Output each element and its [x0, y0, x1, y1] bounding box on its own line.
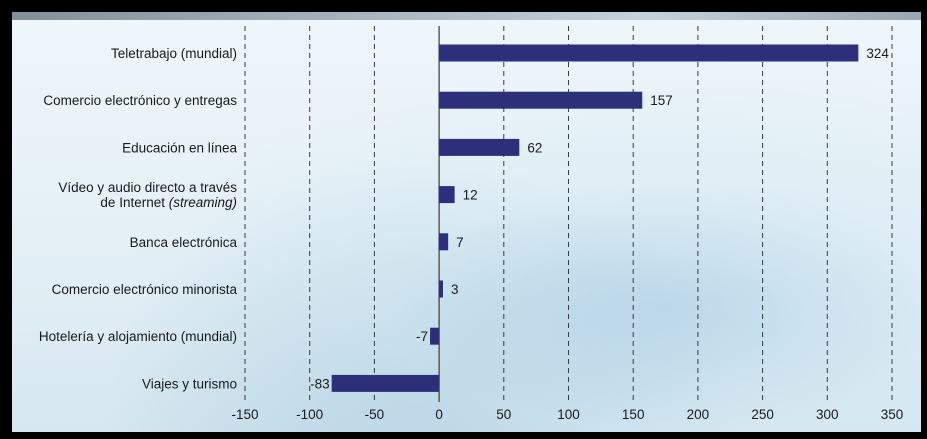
chart-panel: Teletrabajo (mundial) Comercio electrónic… — [10, 10, 923, 434]
value-label: 7 — [456, 235, 464, 250]
grid-lines — [244, 26, 893, 402]
x-tick-label: 200 — [687, 407, 710, 422]
value-label: 3 — [451, 282, 459, 297]
value-label: 157 — [650, 93, 673, 108]
x-tick-labels: -150 -100 -50 0 50 100 150 200 250 300 350 — [231, 407, 903, 422]
category-label: Vídeo y audio directo a través de Interne… — [58, 180, 237, 210]
bar-6 — [430, 327, 440, 345]
value-label: -7 — [416, 329, 428, 344]
bar-5 — [439, 280, 443, 298]
bar-4 — [439, 233, 449, 251]
value-labels: 324 157 62 12 7 3 -7 -83 — [310, 46, 889, 391]
value-label: 12 — [463, 188, 478, 203]
x-tick-label: 50 — [496, 407, 511, 422]
bar-chart: Teletrabajo (mundial) Comercio electrónic… — [39, 26, 903, 422]
x-tick-label: -100 — [296, 407, 323, 422]
category-label: Viajes y turismo — [142, 376, 237, 391]
value-label: 62 — [527, 140, 542, 155]
header-strip — [12, 12, 921, 20]
bar-0 — [439, 44, 859, 62]
category-label: Educación en línea — [122, 140, 237, 155]
x-tick-label: 0 — [435, 407, 443, 422]
category-label: Teletrabajo (mundial) — [111, 46, 237, 61]
x-tick-label: 350 — [881, 407, 904, 422]
category-label: Comercio electrónico minorista — [52, 282, 238, 297]
x-tick-label: 100 — [557, 407, 580, 422]
x-tick-label: -50 — [365, 407, 385, 422]
bar-3 — [439, 186, 455, 204]
bar-2 — [439, 138, 520, 156]
category-label: Hotelería y alojamiento (mundial) — [39, 329, 237, 344]
value-label: -83 — [310, 376, 330, 391]
category-label: Banca electrónica — [130, 235, 238, 250]
x-tick-label: 300 — [816, 407, 839, 422]
x-tick-label: -150 — [231, 407, 258, 422]
category-labels: Teletrabajo (mundial) Comercio electrónic… — [39, 46, 238, 391]
value-label: 324 — [866, 46, 889, 61]
x-tick-label: 150 — [622, 407, 645, 422]
bar-1 — [439, 91, 643, 109]
x-tick-label: 250 — [751, 407, 774, 422]
category-label: Comercio electrónico y entregas — [43, 93, 237, 108]
bar-7 — [331, 374, 440, 392]
bars — [331, 44, 859, 392]
